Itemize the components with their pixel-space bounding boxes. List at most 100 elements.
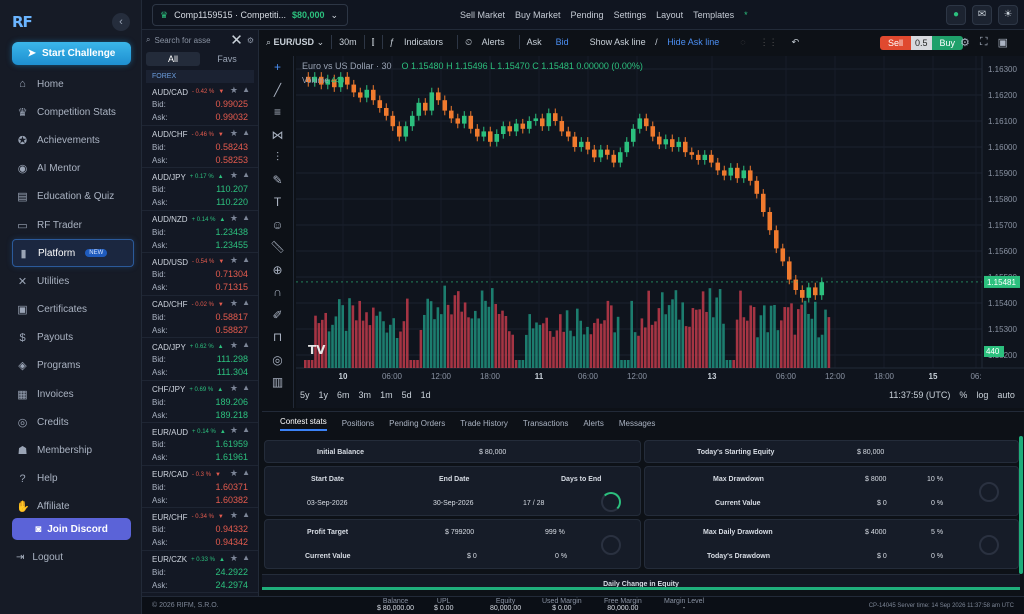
panel-scrollbar[interactable] (1019, 436, 1023, 574)
connection-status-icon[interactable]: ● (946, 5, 966, 25)
bid-button[interactable]: Bid (555, 37, 569, 47)
price-chart[interactable]: 1.16300 1.16200 1.16100 1.16000 1.15900 1.158… (296, 56, 1024, 408)
tab-messages[interactable]: Messages (618, 419, 656, 428)
sidebar-item-membership[interactable]: ☗ Membership (12, 436, 134, 464)
fullscreen-icon[interactable]: ⛶ (979, 36, 988, 48)
ruler-icon[interactable]: 📏︎ (269, 240, 286, 254)
indicators-button[interactable]: ƒ Indicators (383, 37, 458, 47)
watchlist-item[interactable]: AUD/NZD + 0.14 % ▲ ★ ▲ Bid: 1.23438 Ask: 1.2345… (142, 211, 258, 253)
account-selector[interactable]: ♛ Comp1159515 · Competiti... $80,000 ⌄ (152, 4, 348, 26)
chart-arrow-icon[interactable]: ▲ (242, 127, 250, 137)
chart-arrow-icon[interactable]: ▲ (242, 212, 250, 222)
watchlist-item[interactable]: AUD/CAD - 0.42 % ▼ ★ ▲ Bid: 0.99025 Ask: 0.9903… (142, 83, 258, 126)
chart-arrow-icon[interactable]: ▲ (242, 552, 250, 562)
sidebar-item-payouts[interactable]: $ Payouts (12, 324, 134, 352)
eye-off-icon[interactable]: ◌ (740, 37, 746, 47)
logout-button[interactable]: ⇥ Logout (16, 552, 63, 563)
tab-alerts[interactable]: Alerts (583, 419, 604, 428)
sidebar-item-invoices[interactable]: ▦ Invoices (12, 380, 134, 408)
watchlist-item[interactable]: AUD/CHF - 0.46 % ▼ ★ ▲ Bid: 0.58243 Ask: 0.5825… (142, 126, 258, 168)
join-discord-button[interactable]: ◙ Join Discord (12, 518, 131, 540)
crosshair-icon[interactable]: + (273, 60, 281, 74)
menu-pending[interactable]: Pending (570, 10, 604, 20)
star-icon[interactable]: ★ (229, 467, 238, 478)
sidebar-item-certificates[interactable]: ▣ Certificates (12, 296, 134, 324)
chart-arrow-icon[interactable]: ▲ (242, 510, 250, 519)
range-1d[interactable]: 1d (420, 390, 431, 400)
watchlist-item[interactable]: EUR/CAD - 0.3 % ▼ ★ ▲ Bid: 1.60371 Ask: 1.60382 (142, 466, 258, 508)
alerts-button[interactable]: ⏲ Alerts (458, 37, 519, 48)
pattern-icon[interactable]: ⋈ (271, 127, 284, 142)
sidebar-item-platform[interactable]: ▮ Platform NEW (12, 239, 134, 268)
layout-icon[interactable]: ⋮⋮ (759, 36, 778, 47)
range-5y[interactable]: 5y (300, 390, 310, 400)
fib-icon[interactable]: ≡ (273, 105, 281, 119)
projection-icon[interactable]: ⫶ (275, 150, 279, 164)
tab-positions[interactable]: Positions (341, 419, 375, 428)
sidebar-item-help[interactable]: ? Help (12, 465, 134, 493)
buy-button[interactable]: Buy (931, 36, 964, 50)
menu-layout[interactable]: Layout (656, 10, 684, 20)
range-6m[interactable]: 6m (337, 390, 350, 400)
range-5d[interactable]: 5d (401, 390, 412, 400)
star-icon[interactable]: ★ (229, 255, 238, 265)
log-scale-button[interactable]: log (976, 390, 989, 400)
emoji-icon[interactable]: ☺ (271, 217, 284, 232)
menu-settings[interactable]: Settings (613, 10, 647, 20)
sell-button[interactable]: Sell (880, 36, 912, 50)
visibility-icon[interactable]: ◎ (272, 352, 283, 367)
star-icon[interactable]: ★ (229, 510, 238, 520)
gear-icon[interactable]: ⚙ (246, 35, 254, 45)
ask-line-toggle[interactable]: Show Ask line / Hide Ask line (576, 37, 734, 47)
watchlist-item[interactable]: CAD/CHF - 0.02 % ▼ ★ ▲ Bid: 0.58817 Ask: 0.5882… (142, 296, 258, 338)
tab-all[interactable]: All (146, 52, 200, 66)
auto-scale-button[interactable]: auto (997, 390, 1015, 400)
range-3m[interactable]: 3m (358, 390, 372, 400)
star-icon[interactable]: ★ (229, 127, 238, 138)
mail-icon[interactable]: ✉ (972, 5, 992, 25)
screenshot-icon[interactable]: ▣ (997, 37, 1008, 49)
chart-arrow-icon[interactable]: ▲ (242, 297, 250, 307)
ask-button[interactable]: Ask (526, 37, 542, 47)
theme-toggle-icon[interactable]: ☀ (998, 5, 1018, 25)
start-challenge-button[interactable]: ➤ Start Challenge (12, 42, 131, 65)
sidebar-item-education-quiz[interactable]: ▤ Education & Quiz (12, 183, 134, 211)
tab-trade-history[interactable]: Trade History (460, 419, 508, 428)
lock-draw-icon[interactable]: ✐ (272, 307, 283, 322)
trash-icon[interactable]: ▥ (271, 375, 284, 389)
sidebar-item-utilities[interactable]: ✕ Utilities (12, 267, 134, 295)
interval-button[interactable]: 30m (339, 37, 357, 47)
sidebar-item-ai-mentor[interactable]: ◉ AI Mentor (12, 155, 134, 183)
watchlist-item[interactable]: CHF/JPY + 0.69 % ▲ ★ ▲ Bid: 189.206 Ask: 189.21… (142, 381, 258, 423)
chart-arrow-icon[interactable]: ▲ (242, 382, 250, 392)
star-icon[interactable]: ★ (229, 85, 238, 95)
watchlist-item[interactable]: AUD/USD - 0.54 % ▼ ★ ▲ Bid: 0.71304 Ask: 0.7131… (142, 253, 258, 296)
sidebar-item-home[interactable]: ⌂ Home (12, 70, 134, 98)
watchlist-item[interactable]: EUR/CHF - 0.34 % ▼ ★ ▲ Bid: 0.94332 Ask: 0.9434… (142, 508, 258, 551)
sidebar-item-rf-trader[interactable]: ▭ RF Trader (12, 211, 134, 239)
star-icon[interactable]: ★ (229, 382, 238, 393)
chart-arrow-icon[interactable]: ▲ (242, 425, 250, 434)
range-1y[interactable]: 1y (318, 390, 329, 400)
sidebar-item-credits[interactable]: ◎ Credits (12, 408, 134, 436)
chart-arrow-icon[interactable]: ▲ (242, 255, 250, 264)
sidebar-item-programs[interactable]: ◈ Programs (12, 352, 134, 380)
percent-scale-button[interactable]: % (959, 390, 968, 400)
menu-templates[interactable]: Templates (693, 10, 735, 20)
text-icon[interactable]: T (273, 195, 282, 209)
sidebar-item-affiliate[interactable]: ✋ Affiliate (12, 493, 134, 521)
chart-arrow-icon[interactable]: ▲ (242, 340, 250, 349)
trendline-icon[interactable]: ╱ (273, 82, 282, 97)
range-1m[interactable]: 1m (380, 390, 393, 400)
undo-icon[interactable]: ↶ (791, 36, 800, 47)
symbol-search[interactable]: ⌕ EUR/USD ⌄ (266, 36, 325, 47)
menu-sell-market[interactable]: Sell Market (460, 10, 506, 20)
tab-favs[interactable]: Favs (217, 54, 237, 64)
lock-icon[interactable]: ⊓ (272, 330, 283, 344)
tab-pending-orders[interactable]: Pending Orders (389, 419, 446, 428)
close-icon[interactable]: ✕ (230, 32, 243, 49)
menu-buy-market[interactable]: Buy Market (515, 10, 561, 20)
watchlist-item[interactable]: CAD/JPY + 0.62 % ▲ ★ ▲ Bid: 111.298 Ask: 111.30… (142, 338, 258, 381)
tab-contest-stats[interactable]: Contest stats (280, 417, 327, 431)
star-icon[interactable]: ★ (229, 552, 238, 563)
